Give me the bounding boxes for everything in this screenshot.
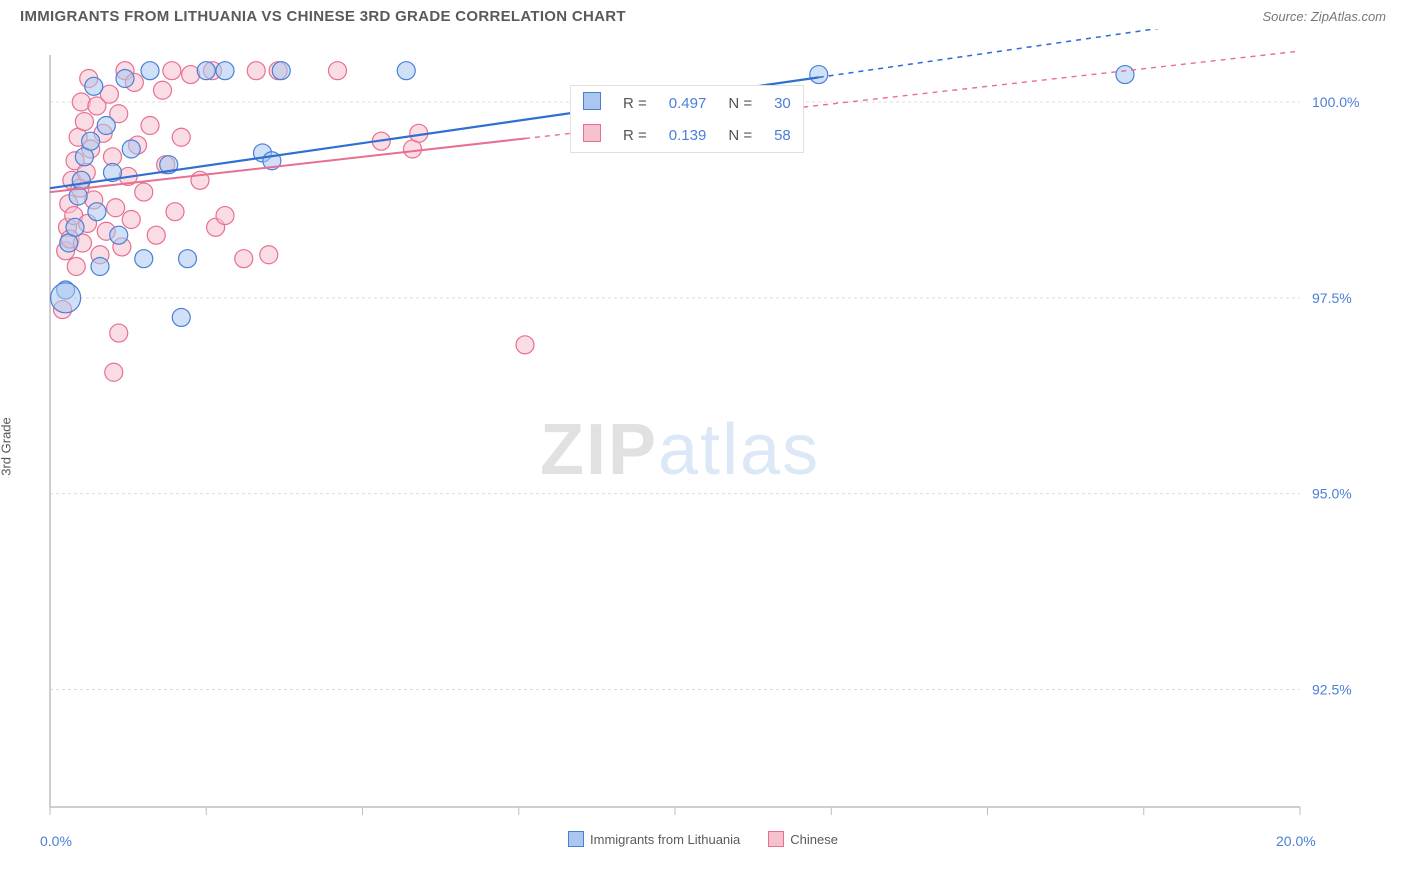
svg-text:92.5%: 92.5% [1312, 682, 1352, 698]
chart-title: IMMIGRANTS FROM LITHUANIA VS CHINESE 3RD… [20, 8, 626, 25]
chart-header: IMMIGRANTS FROM LITHUANIA VS CHINESE 3RD… [0, 0, 1406, 29]
legend-item: Immigrants from Lithuania [568, 831, 740, 847]
correlation-legend: R =0.497N =30R =0.139N =58 [570, 85, 804, 153]
legend-item: Chinese [768, 831, 838, 847]
svg-text:100.0%: 100.0% [1312, 94, 1359, 110]
chart-area: 3rd Grade 92.5%95.0%97.5%100.0% ZIPatlas… [0, 29, 1406, 849]
svg-text:97.5%: 97.5% [1312, 290, 1352, 306]
series-legend: Immigrants from Lithuania Chinese [0, 825, 1406, 849]
chart-source: Source: ZipAtlas.com [1262, 9, 1386, 24]
y-axis-label: 3rd Grade [0, 417, 14, 476]
svg-text:95.0%: 95.0% [1312, 486, 1352, 502]
